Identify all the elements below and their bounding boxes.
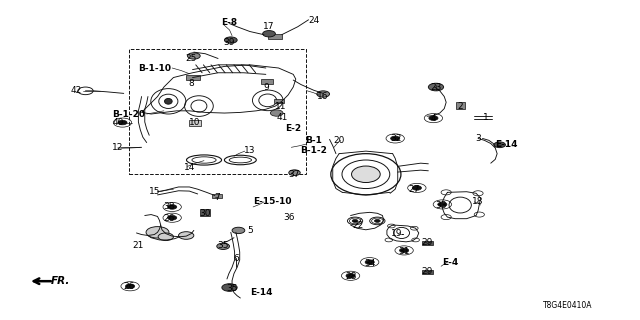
Text: T8G4E0410A: T8G4E0410A — [543, 301, 592, 310]
Text: 14: 14 — [184, 164, 195, 172]
Ellipse shape — [351, 166, 380, 182]
Circle shape — [270, 110, 283, 116]
Text: 35: 35 — [227, 284, 238, 293]
Bar — [212, 194, 222, 198]
Text: E-15-10: E-15-10 — [253, 197, 291, 206]
Text: 13: 13 — [244, 146, 255, 155]
Bar — [422, 241, 433, 245]
Circle shape — [374, 220, 380, 222]
Text: 18: 18 — [472, 197, 484, 206]
Text: 30: 30 — [200, 209, 211, 218]
Bar — [261, 79, 273, 84]
Text: E-2: E-2 — [285, 124, 301, 133]
Text: 10: 10 — [189, 118, 200, 127]
Circle shape — [225, 37, 237, 43]
Circle shape — [346, 274, 355, 278]
Text: 1: 1 — [483, 113, 488, 122]
Text: 4: 4 — [431, 114, 436, 123]
Circle shape — [390, 136, 400, 141]
Circle shape — [168, 215, 177, 220]
Circle shape — [179, 232, 194, 239]
Ellipse shape — [164, 99, 172, 104]
Circle shape — [352, 220, 358, 222]
Bar — [189, 120, 201, 126]
Circle shape — [365, 260, 374, 264]
Circle shape — [289, 170, 300, 176]
Text: B-1: B-1 — [305, 136, 322, 146]
Text: 40: 40 — [112, 118, 124, 127]
Text: E-8: E-8 — [221, 18, 237, 27]
Text: 21: 21 — [132, 241, 144, 250]
Bar — [129, 49, 306, 174]
Circle shape — [188, 53, 200, 59]
Text: 32: 32 — [391, 134, 402, 143]
Text: 29: 29 — [421, 267, 433, 276]
Circle shape — [262, 31, 275, 37]
Text: 42: 42 — [71, 86, 82, 95]
Text: FR.: FR. — [51, 276, 70, 286]
Text: 19: 19 — [390, 229, 402, 238]
Text: 9: 9 — [263, 83, 269, 92]
Text: 38: 38 — [163, 203, 175, 212]
Text: 25: 25 — [186, 54, 197, 63]
Text: 2: 2 — [458, 102, 463, 111]
Text: 34: 34 — [364, 259, 376, 268]
Circle shape — [428, 83, 444, 91]
Circle shape — [429, 116, 438, 120]
Text: 12: 12 — [112, 143, 124, 152]
Text: 24: 24 — [308, 16, 319, 25]
Text: 8: 8 — [188, 79, 194, 88]
Circle shape — [494, 142, 506, 148]
Text: 15: 15 — [148, 187, 160, 196]
Bar — [268, 34, 282, 39]
Circle shape — [146, 227, 169, 238]
Text: 29: 29 — [421, 238, 433, 247]
Text: 11: 11 — [275, 101, 286, 111]
Text: 26: 26 — [123, 282, 134, 292]
Text: 16: 16 — [317, 92, 329, 101]
Circle shape — [412, 186, 422, 190]
Text: B-1-10: B-1-10 — [138, 63, 171, 73]
Text: E-14: E-14 — [495, 140, 517, 149]
Circle shape — [317, 91, 330, 97]
Text: 37: 37 — [289, 170, 300, 179]
Text: 17: 17 — [263, 22, 275, 31]
Text: 5: 5 — [247, 226, 253, 235]
Text: 6: 6 — [233, 254, 239, 263]
Bar — [186, 75, 200, 80]
Circle shape — [399, 248, 409, 253]
Text: 20: 20 — [333, 136, 345, 145]
Text: E-14: E-14 — [250, 288, 273, 297]
Bar — [200, 209, 211, 215]
Circle shape — [438, 202, 447, 207]
Text: B-1-2: B-1-2 — [300, 146, 327, 155]
Text: 22: 22 — [353, 220, 364, 229]
Circle shape — [222, 284, 237, 291]
Text: 35: 35 — [218, 241, 229, 250]
Circle shape — [232, 227, 245, 234]
Text: 27: 27 — [408, 185, 420, 194]
Circle shape — [168, 205, 177, 209]
Circle shape — [217, 243, 230, 250]
Text: E-4: E-4 — [442, 258, 459, 267]
Text: 33: 33 — [435, 201, 447, 210]
Text: 28: 28 — [345, 272, 356, 281]
Text: 7: 7 — [214, 193, 220, 202]
Text: 36: 36 — [284, 213, 295, 222]
Bar — [422, 270, 433, 274]
Text: B-1-20: B-1-20 — [113, 109, 145, 118]
Bar — [456, 102, 465, 109]
Text: 26: 26 — [163, 214, 175, 223]
Text: 31: 31 — [398, 247, 410, 256]
Bar — [274, 99, 284, 103]
Text: 3: 3 — [475, 134, 481, 143]
Circle shape — [118, 120, 127, 125]
Text: 41: 41 — [276, 113, 287, 122]
Text: 39: 39 — [224, 38, 236, 47]
Circle shape — [158, 233, 173, 241]
Text: 23: 23 — [430, 83, 442, 92]
Circle shape — [125, 284, 134, 289]
